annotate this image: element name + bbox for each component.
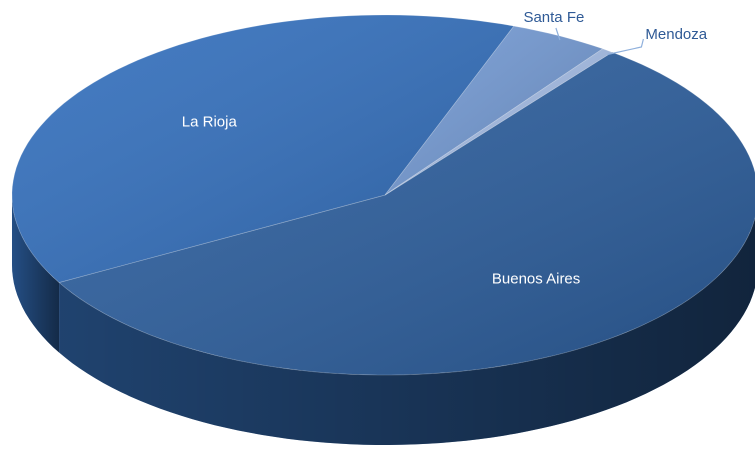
- slice-label: Mendoza: [645, 26, 707, 43]
- slice-side-shade: [59, 217, 755, 445]
- slice-shade: [12, 15, 514, 283]
- slice-label: Santa Fe: [523, 9, 584, 26]
- slice-shade: [385, 48, 613, 195]
- slice-side-shade: [12, 195, 60, 353]
- slice-shade: [385, 26, 603, 195]
- slice-label: La Rioja: [182, 113, 238, 130]
- leader-line: [607, 38, 644, 56]
- slice-label: Buenos Aires: [492, 270, 580, 287]
- leader-line: [555, 27, 561, 41]
- slice-shade: [59, 52, 755, 375]
